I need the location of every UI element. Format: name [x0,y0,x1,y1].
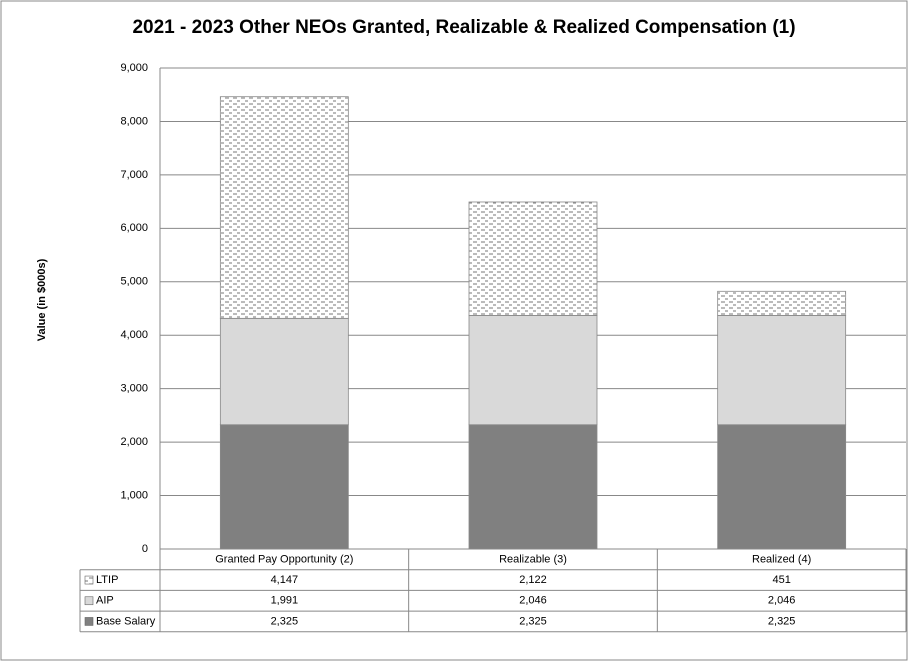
legend-label: Base Salary [96,615,156,627]
y-tick-label: 5,000 [120,276,148,288]
bar-segment [717,314,847,426]
legend-label: LTIP [96,574,118,586]
bar-segment [717,290,847,316]
table-value: 1,991 [271,595,299,607]
x-tick-label: Realizable (3) [499,553,567,565]
legend-key [84,596,94,606]
bar-segment [468,424,598,550]
bar-segment [219,424,349,550]
y-tick-label: 1,000 [120,489,148,501]
y-tick-label: 8,000 [120,115,148,127]
table-value: 2,122 [519,574,547,586]
y-tick-label: 6,000 [120,222,148,234]
table-value: 451 [772,574,790,586]
x-tick-label: Granted Pay Opportunity (2) [215,553,353,565]
x-tick-label: Realized (4) [752,553,811,565]
table-value: 2,046 [768,595,796,607]
table-value: 2,325 [768,615,796,627]
table-value: 2,046 [519,595,547,607]
bar-segment [219,317,349,426]
legend-key [84,617,94,626]
y-tick-label: 3,000 [120,383,148,395]
table-value: 2,325 [271,615,299,627]
y-tick-label: 9,000 [120,62,148,74]
bar-segment [219,96,349,319]
y-axis-label: Value (in $000s) [36,258,48,341]
table-value: 2,325 [519,615,547,627]
y-tick-label: 7,000 [120,169,148,181]
table-value: 4,147 [271,574,299,586]
legend-key [84,575,94,585]
bar-segment [468,201,598,316]
legend-label: AIP [96,595,114,607]
bar-segment [468,314,598,426]
y-tick-label: 2,000 [120,436,148,448]
y-tick-label: 4,000 [120,329,148,341]
y-tick-label: 0 [142,543,148,555]
bar-segment [717,424,847,550]
chart-title: 2021 - 2023 Other NEOs Granted, Realizab… [132,17,795,38]
